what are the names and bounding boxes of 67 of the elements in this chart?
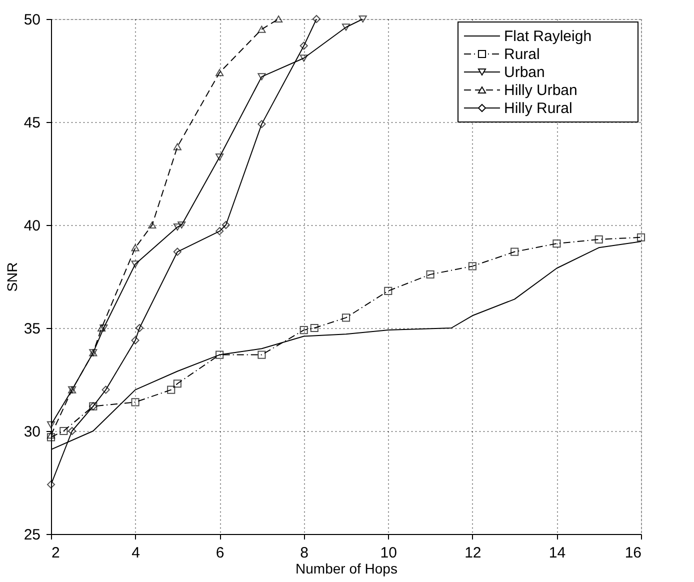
point [258, 350, 266, 359]
point [426, 270, 434, 278]
point [552, 240, 561, 248]
point [258, 26, 266, 33]
point [300, 42, 308, 50]
y-axis-title: SNR [4, 262, 20, 292]
point [100, 324, 108, 332]
point [173, 143, 182, 150]
y-tick-label: 45 [24, 114, 40, 132]
point [173, 380, 182, 388]
x-tick-label: 16 [624, 544, 642, 562]
point [216, 69, 224, 76]
point [173, 224, 182, 231]
x-tick-label: 4 [132, 544, 140, 562]
x-tick-label: 14 [548, 544, 566, 562]
point [131, 244, 140, 252]
point [178, 221, 186, 229]
x-tick-label: 10 [380, 544, 397, 562]
point [102, 386, 110, 394]
point [384, 286, 392, 295]
point [131, 336, 140, 344]
point [46, 432, 56, 439]
point [258, 120, 266, 128]
point [258, 73, 266, 80]
point [216, 153, 224, 161]
y-tick-label: 35 [24, 320, 40, 338]
point [222, 220, 230, 230]
point [46, 433, 56, 442]
point [510, 248, 519, 256]
point [46, 421, 56, 428]
x-tick-label: 2 [52, 544, 60, 562]
y-tick-label: 40 [24, 218, 40, 234]
y-tick-label: 30 [24, 424, 40, 440]
point [216, 350, 224, 359]
point [135, 324, 144, 332]
point [216, 227, 224, 236]
x-axis-title: Number of Hops [296, 560, 398, 576]
x-tick-label: 6 [216, 544, 224, 562]
legend-label: Hilly Rural [504, 100, 572, 117]
point [46, 480, 56, 489]
legend-label: Rural [504, 46, 540, 63]
x-tick-label: 8 [300, 544, 309, 562]
point [131, 398, 140, 406]
point [274, 15, 283, 23]
point [68, 426, 76, 436]
point [342, 24, 350, 31]
point [148, 221, 156, 229]
point [310, 324, 318, 332]
point [312, 14, 321, 24]
point [60, 426, 68, 436]
legend-label: Flat Rayleigh [504, 28, 592, 45]
point [167, 386, 176, 394]
point [98, 324, 106, 332]
point [636, 233, 646, 242]
legend-label: Hilly Urban [504, 82, 578, 99]
point [594, 235, 603, 244]
point [468, 262, 476, 270]
point [300, 54, 308, 62]
legend-label: Urban [504, 64, 545, 81]
point [300, 326, 308, 334]
y-tick-label: 25 [24, 526, 40, 544]
point [173, 248, 182, 256]
x-tick-label: 12 [464, 544, 482, 562]
y-tick-label: 50 [24, 12, 40, 28]
point [342, 314, 350, 322]
point [131, 260, 140, 268]
point [358, 15, 367, 23]
